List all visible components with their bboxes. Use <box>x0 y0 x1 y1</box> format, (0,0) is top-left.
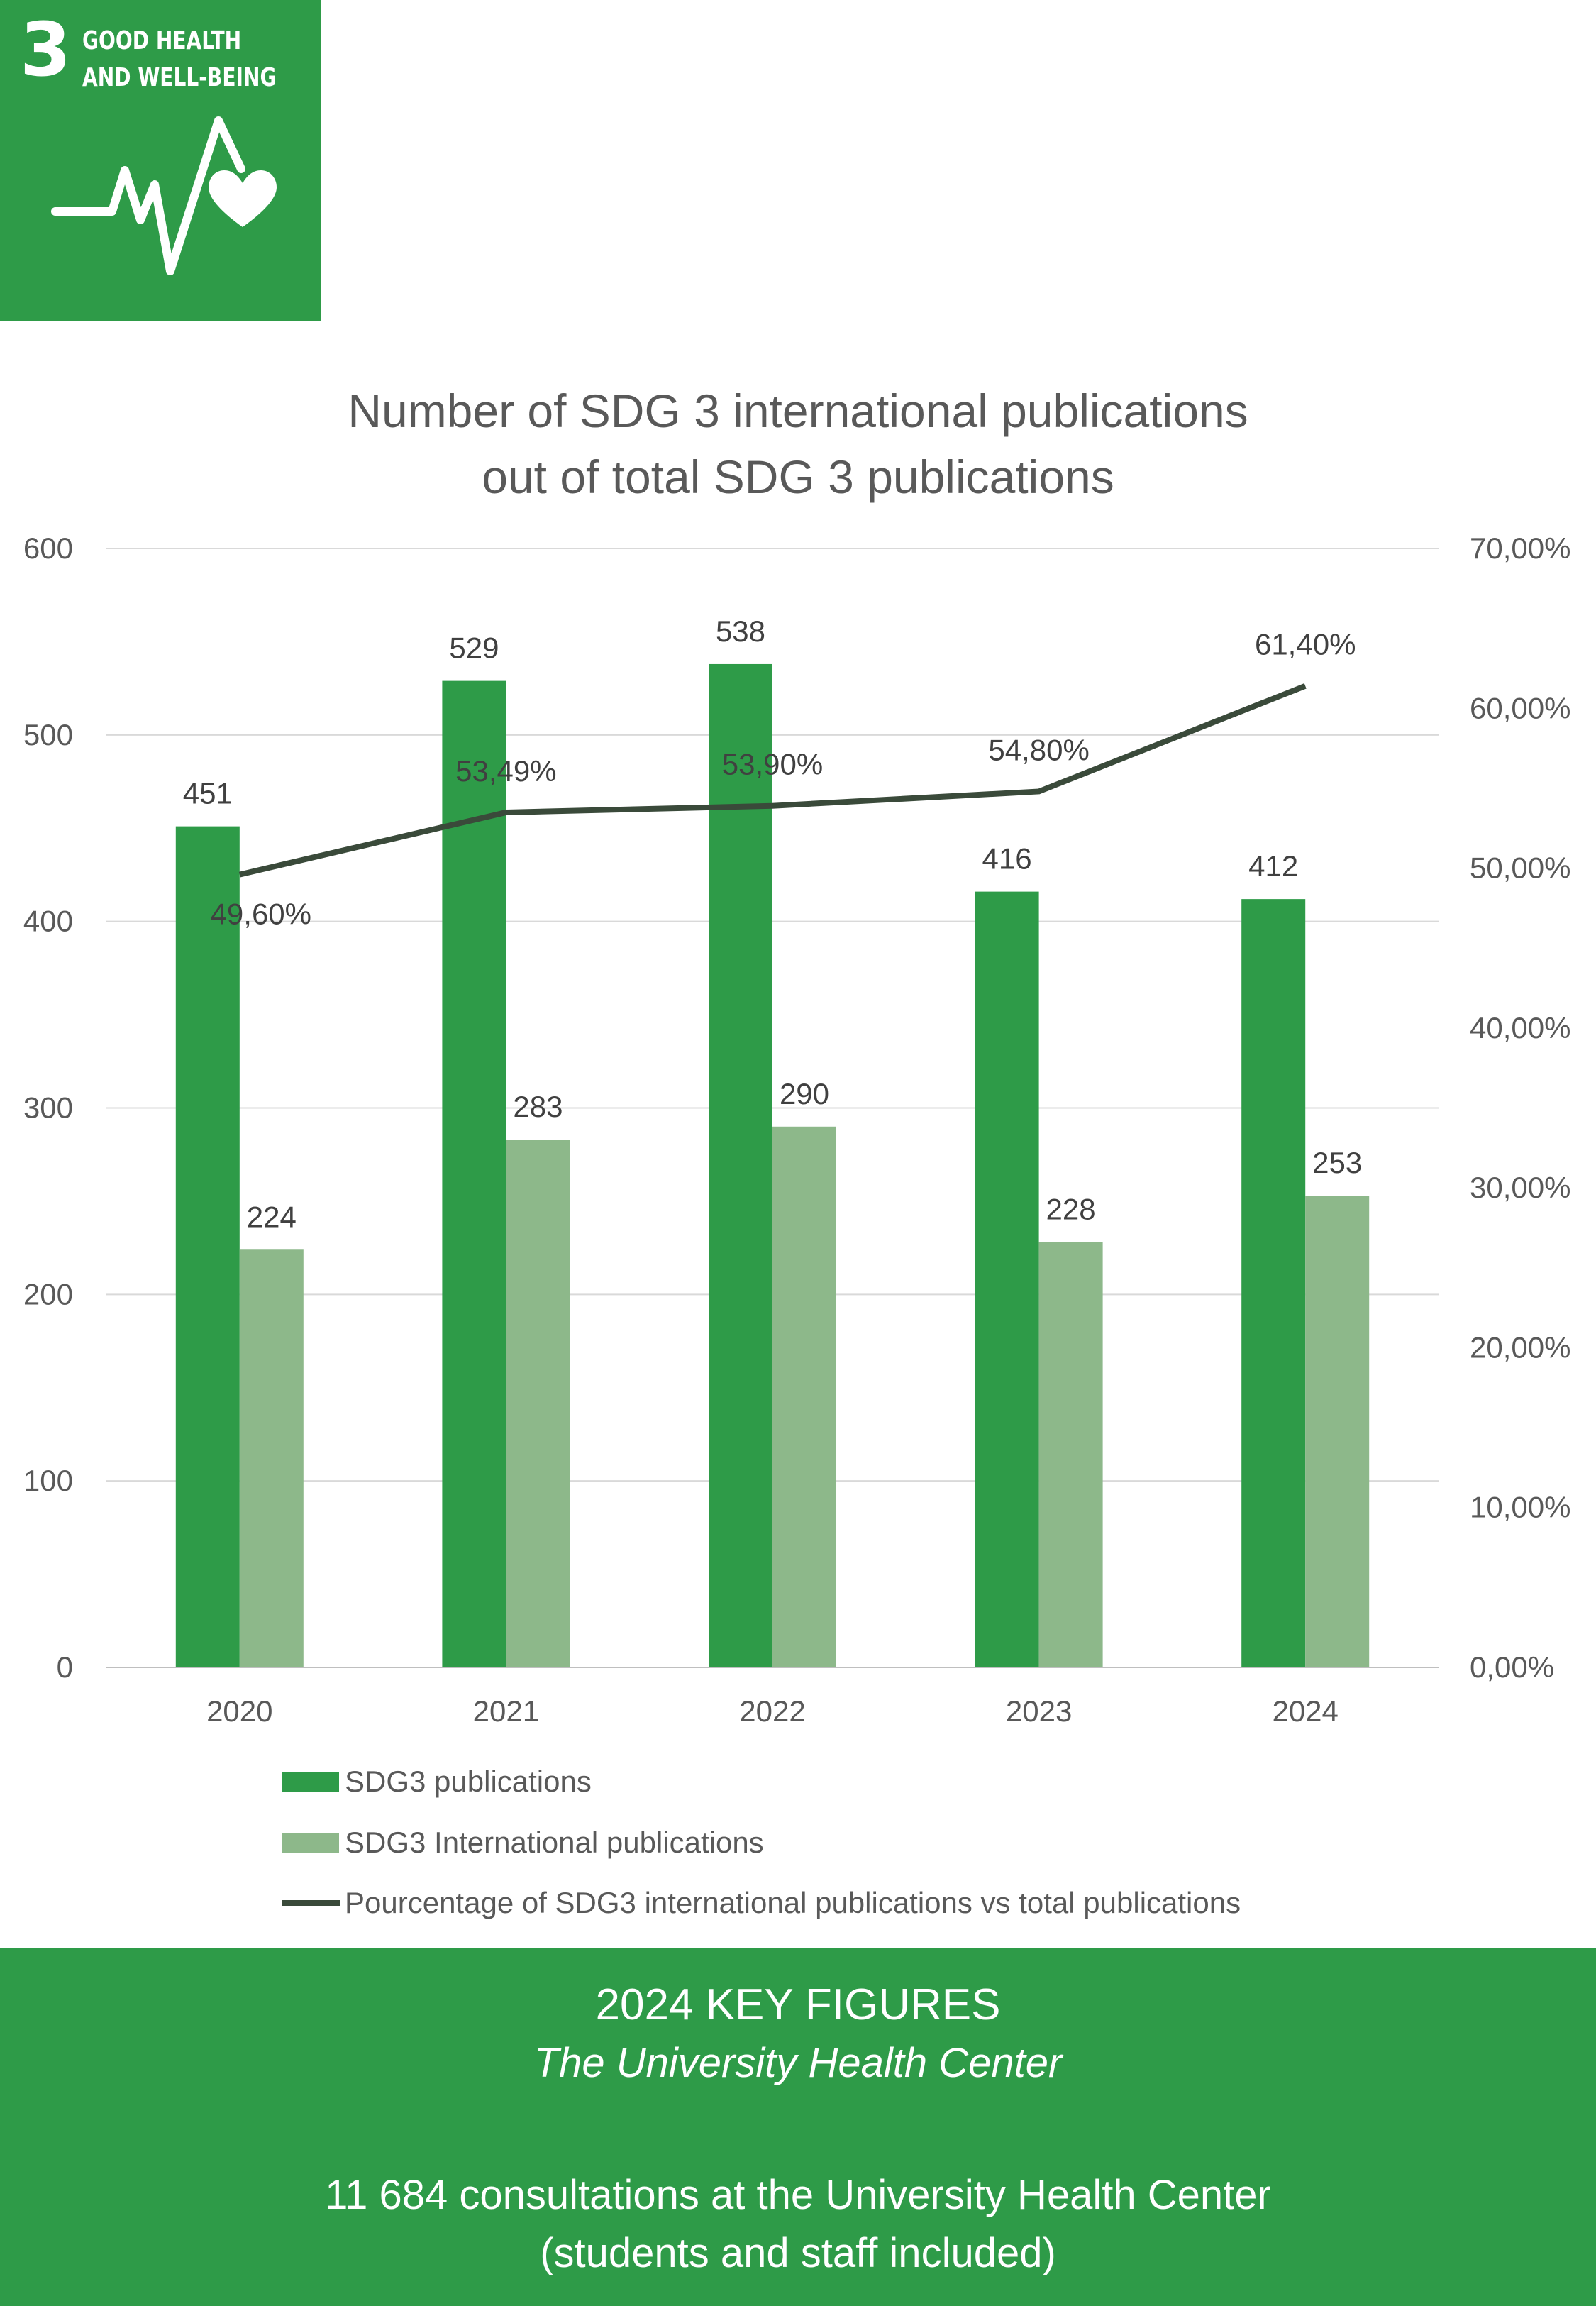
footer-consultations-note: (students and staff included) <box>540 2230 1056 2276</box>
percentage-series-line <box>238 683 1307 878</box>
x-tick-label: 2024 <box>1272 1694 1338 1728</box>
bars <box>175 663 1370 1667</box>
y2-tick-label: 70,00% <box>1470 531 1570 565</box>
bar-sdg3-international <box>506 1140 570 1667</box>
badge-title-line1: GOOD HEALTH <box>82 26 242 55</box>
legend-label-international: SDG3 International publications <box>345 1826 764 1859</box>
y2-tick-label: 60,00% <box>1470 691 1570 724</box>
data-label-percentage: 53,49% <box>455 754 556 788</box>
badge-title-line2: AND WELL-BEING <box>82 63 277 92</box>
legend-label-percentage: Pourcentage of SDG3 international public… <box>345 1886 1241 1919</box>
badge-title: GOOD HEALTH AND WELL-BEING <box>82 23 276 96</box>
chart-title-line1: Number of SDG 3 international publicatio… <box>348 385 1248 437</box>
data-label-international: 253 <box>1312 1146 1362 1179</box>
y-tick-label: 400 <box>23 905 73 938</box>
y-tick-label: 300 <box>23 1091 73 1125</box>
data-label-international: 224 <box>247 1200 297 1233</box>
data-label-international: 228 <box>1046 1193 1096 1226</box>
footer-subheading: The University Health Center <box>533 2040 1063 2086</box>
legend-swatch-sdg3 <box>282 1772 339 1792</box>
bar-sdg3-international <box>772 1126 836 1667</box>
data-label-percentage: 61,40% <box>1255 628 1356 661</box>
data-label-sdg3: 538 <box>716 614 765 648</box>
y2-tick-label: 20,00% <box>1470 1330 1570 1364</box>
data-label-percentage: 49,60% <box>211 898 311 931</box>
y-tick-label: 600 <box>23 531 73 565</box>
footer-consultations: 11 684 consultations at the University H… <box>325 2172 1271 2218</box>
y-tick-label: 500 <box>23 718 73 751</box>
y2-tick-label: 0,00% <box>1470 1650 1554 1684</box>
publications-chart: Number of SDG 3 international publicatio… <box>23 385 1571 1919</box>
bar-sdg3-publications <box>175 826 240 1667</box>
data-label-sdg3: 451 <box>183 777 233 810</box>
x-tick-label: 2021 <box>473 1694 539 1728</box>
data-label-sdg3: 529 <box>449 631 499 665</box>
y-tick-label: 200 <box>23 1277 73 1311</box>
y-tick-label: 100 <box>23 1464 73 1497</box>
legend-swatch-international <box>282 1833 339 1853</box>
bar-sdg3-publications <box>709 663 772 1667</box>
x-tick-label: 2023 <box>1006 1694 1072 1728</box>
x-tick-label: 2020 <box>206 1694 272 1728</box>
percentage-line <box>238 683 1307 878</box>
bar-sdg3-publications <box>442 680 506 1667</box>
bar-sdg3-publications <box>975 891 1039 1667</box>
data-labels: 451 224 529 283 538 290 416 228 412 253 49,60% 53,4… <box>183 614 1362 1233</box>
legend: SDG3 publications SDG3 International publ… <box>282 1765 1241 1919</box>
y2-tick-label: 30,00% <box>1470 1171 1570 1204</box>
axis-labels: 0 100 200 300 400 500 600 0,00% 10,00% 20,00% 30,0… <box>23 531 1571 1728</box>
footer-heading: 2024 KEY FIGURES <box>595 1980 1001 2029</box>
y2-tick-label: 40,00% <box>1470 1011 1570 1044</box>
data-label-sdg3: 412 <box>1248 849 1298 883</box>
data-label-international: 283 <box>513 1090 563 1123</box>
data-label-percentage: 53,90% <box>722 748 823 781</box>
heartbeat-heart-icon <box>51 116 277 275</box>
y-tick-label: 0 <box>57 1650 73 1684</box>
sdg3-badge: 3 GOOD HEALTH AND WELL-BEING <box>0 0 321 321</box>
data-label-international: 290 <box>780 1077 829 1110</box>
chart-title-line2: out of total SDG 3 publications <box>482 451 1114 503</box>
bar-sdg3-international <box>239 1249 304 1667</box>
data-label-sdg3: 416 <box>982 842 1032 876</box>
badge-number: 3 <box>20 6 71 93</box>
legend-label-sdg3: SDG3 publications <box>345 1765 592 1798</box>
y2-tick-label: 50,00% <box>1470 851 1570 885</box>
x-tick-label: 2022 <box>739 1694 805 1728</box>
bar-sdg3-international <box>1038 1242 1103 1667</box>
y2-tick-label: 10,00% <box>1470 1491 1570 1524</box>
bar-sdg3-international <box>1305 1196 1370 1667</box>
data-label-percentage: 54,80% <box>988 733 1089 766</box>
key-figures-footer: 2024 KEY FIGURES The University Health C… <box>0 1948 1596 2306</box>
bar-sdg3-publications <box>1241 899 1306 1667</box>
